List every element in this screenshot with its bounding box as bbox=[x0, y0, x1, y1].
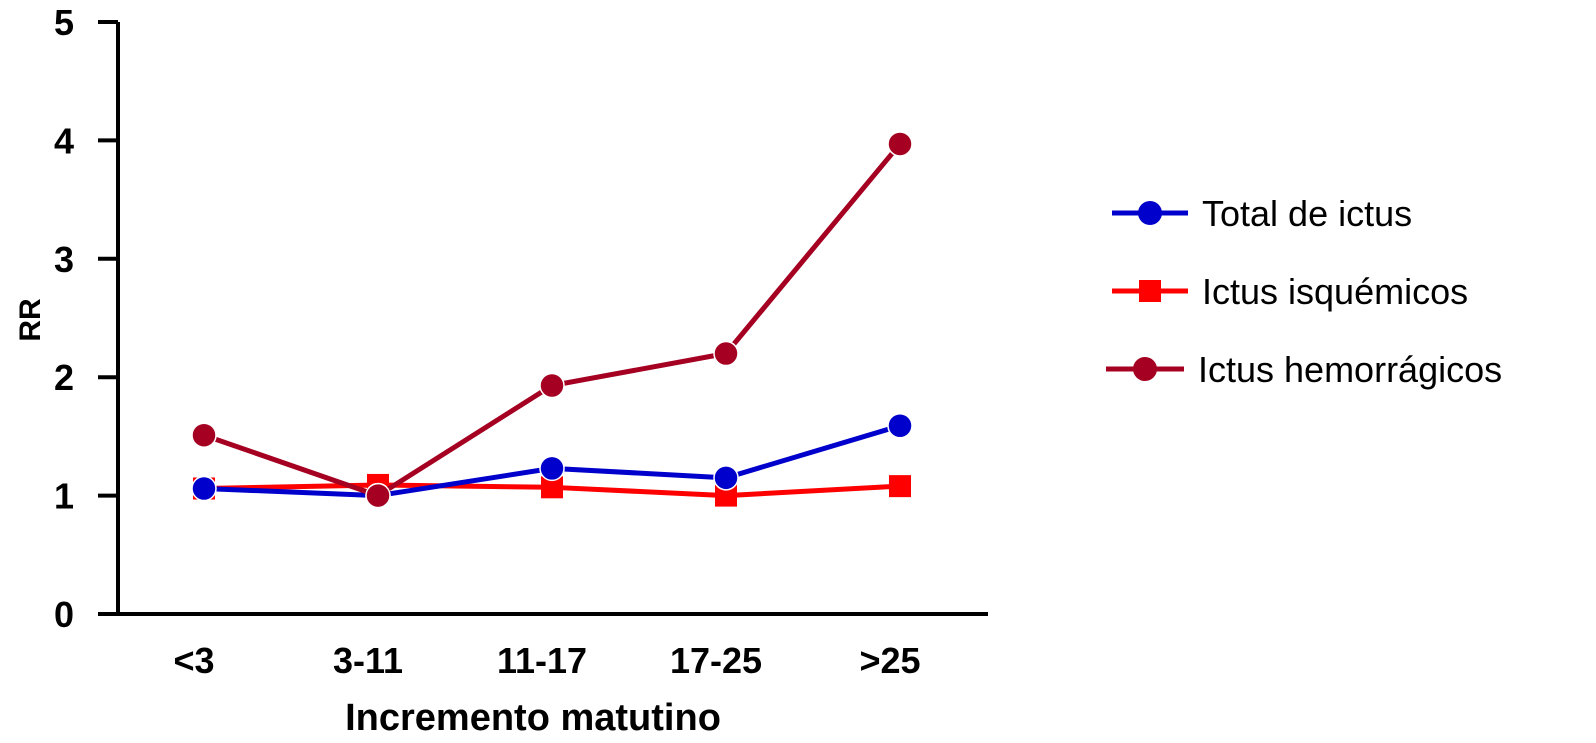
data-point bbox=[889, 475, 911, 498]
x-tick-label: <3 bbox=[173, 640, 214, 681]
series-line bbox=[203, 142, 902, 499]
y-tick-label: 3 bbox=[54, 239, 74, 280]
legend-label: Ictus hemorrágicos bbox=[1198, 349, 1502, 390]
legend-marker bbox=[1133, 357, 1157, 381]
series-3 bbox=[191, 131, 913, 509]
x-tick-label: 11-17 bbox=[497, 640, 587, 681]
y-tick-label: 0 bbox=[54, 594, 74, 635]
x-tick-label: >25 bbox=[859, 640, 920, 681]
legend-marker bbox=[1139, 280, 1161, 302]
legend-marker bbox=[1138, 201, 1162, 225]
y-tick-label: 2 bbox=[54, 357, 74, 398]
y-tick-label: 4 bbox=[54, 120, 74, 161]
axes bbox=[98, 20, 988, 616]
data-point bbox=[713, 465, 739, 491]
x-axis-title: Incremento matutino bbox=[345, 697, 721, 739]
x-tick-label: 17-25 bbox=[670, 640, 762, 681]
y-tick-label: 1 bbox=[54, 476, 74, 517]
data-point bbox=[191, 475, 217, 502]
legend: Total de ictus Ictus isquémicos Ictus hemo… bbox=[1106, 193, 1502, 390]
data-point bbox=[887, 412, 913, 439]
y-tick-labels: 0 1 2 3 4 5 bbox=[54, 2, 74, 635]
data-point bbox=[539, 455, 565, 482]
x-tick-label: 3-11 bbox=[333, 640, 403, 681]
legend-entry: Total de ictus bbox=[1112, 193, 1412, 234]
data-point bbox=[191, 422, 217, 448]
data-point bbox=[365, 482, 391, 509]
legend-label: Ictus isquémicos bbox=[1202, 271, 1468, 312]
data-point bbox=[715, 484, 737, 507]
x-tick-labels: <3 3-11 11-17 17-25 >25 bbox=[173, 640, 920, 681]
legend-label: Total de ictus bbox=[1202, 193, 1412, 234]
legend-entry: Ictus isquémicos bbox=[1112, 271, 1468, 312]
legend-entry: Ictus hemorrágicos bbox=[1106, 349, 1502, 390]
data-point bbox=[541, 476, 563, 499]
y-axis-title: RR bbox=[14, 298, 47, 342]
series-layer bbox=[191, 131, 913, 509]
y-tick-label: 5 bbox=[54, 2, 74, 43]
data-point bbox=[887, 131, 913, 157]
data-point bbox=[713, 340, 739, 367]
data-point bbox=[539, 372, 565, 399]
